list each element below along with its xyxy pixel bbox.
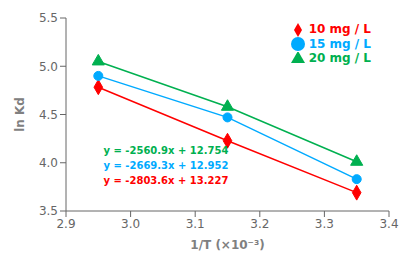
svg-text:4.5: 4.5	[39, 108, 58, 122]
svg-text:1/T (×10⁻³): 1/T (×10⁻³)	[190, 238, 264, 252]
svg-text:3.0: 3.0	[121, 217, 140, 231]
svg-text:5.0: 5.0	[39, 60, 58, 74]
svg-text:y = -2560.9x + 12.754: y = -2560.9x + 12.754	[103, 145, 228, 156]
svg-text:y = -2669.3x + 12.952: y = -2669.3x + 12.952	[103, 160, 228, 171]
html-text:15 mg / L: 15 mg / L	[308, 36, 371, 51]
svg-text:ln Kd: ln Kd	[13, 97, 27, 132]
svg-text:3.4: 3.4	[379, 217, 398, 231]
svg-text:4.0: 4.0	[39, 156, 58, 170]
svg-text:y = -2803.6x + 13.227: y = -2803.6x + 13.227	[103, 175, 228, 186]
html-text:10 mg / L: 10 mg / L	[308, 22, 371, 36]
svg-text:3.2: 3.2	[250, 217, 269, 231]
svg-text:3.1: 3.1	[186, 217, 205, 231]
svg-text:5.5: 5.5	[39, 11, 58, 25]
svg-text:3.5: 3.5	[39, 204, 58, 218]
svg-text:2.9: 2.9	[56, 217, 75, 231]
svg-text:3.3: 3.3	[315, 217, 334, 231]
html-text:20 mg / L: 20 mg / L	[308, 51, 371, 65]
